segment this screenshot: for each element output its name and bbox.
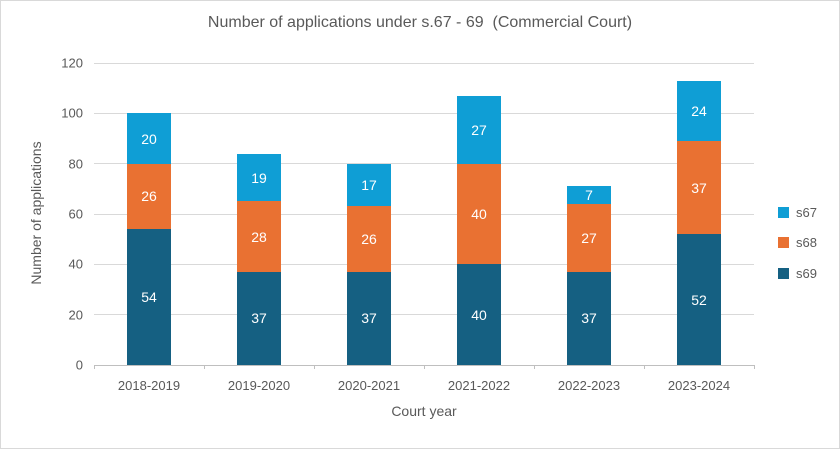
data-label: 19 (251, 169, 267, 186)
gridline (94, 263, 754, 265)
x-axis-tick (94, 365, 95, 369)
data-label: 40 (471, 206, 487, 222)
bar-segment-s67 (127, 113, 171, 164)
bar-segment-s69 (347, 271, 391, 365)
y-tick-label: 80 (68, 156, 83, 172)
x-tick-label: 2021-2022 (447, 378, 511, 393)
legend-marker-icon (778, 237, 789, 248)
bar-segment-s67 (347, 163, 391, 207)
bar-segment-s68 (237, 201, 281, 272)
data-label: 40 (471, 306, 487, 323)
x-tick-label: 2018-2019 (117, 378, 181, 393)
x-axis-tick (314, 365, 315, 369)
bar-segment-s67 (457, 95, 501, 164)
bar-segment-s67 (677, 80, 721, 141)
x-axis-title: Court year (391, 403, 457, 419)
data-label: 7 (585, 187, 593, 204)
legend-item-s69: s69 (778, 263, 817, 283)
y-tick-label: 120 (61, 55, 83, 71)
data-label: 27 (581, 229, 597, 246)
bar-segment-s69 (677, 234, 721, 365)
data-label: 24 (691, 102, 707, 119)
y-tick-label: 100 (61, 105, 83, 121)
bar-segment-s68 (457, 163, 501, 265)
legend-item-s67: s67 (778, 202, 817, 222)
x-axis-tick (754, 365, 755, 369)
legend-label: s68 (796, 235, 817, 250)
data-label: 37 (361, 310, 377, 327)
bar-segment-s68 (127, 163, 171, 230)
data-label: 28 (251, 228, 267, 245)
bar-segment-s69 (237, 271, 281, 365)
legend-marker-icon (778, 206, 789, 218)
bar-segment-s68 (677, 141, 721, 235)
bar-segment-s67 (237, 153, 281, 202)
x-axis-tick (204, 365, 205, 369)
bar-segment-s67 (567, 186, 611, 204)
gridline (94, 112, 754, 114)
data-label: 54 (141, 289, 157, 306)
y-tick-label: 40 (68, 256, 83, 272)
y-tick-label: 60 (68, 206, 83, 222)
bar-segment-s69 (457, 264, 501, 365)
gridline (94, 62, 754, 64)
gridline (94, 314, 754, 316)
data-label: 27 (471, 121, 487, 138)
legend-label: s67 (796, 204, 817, 220)
bar-segment-s69 (567, 271, 611, 365)
data-label: 17 (361, 177, 377, 194)
bar-segment-s69 (127, 229, 171, 365)
gridline (94, 213, 754, 215)
bar-segment-s68 (567, 203, 611, 272)
x-tick-label: 2020-2021 (337, 378, 401, 393)
legend-marker-icon (778, 267, 789, 279)
y-tick-label: 0 (75, 357, 83, 373)
x-axis-tick (644, 365, 645, 369)
x-tick-label: 2019-2020 (227, 378, 291, 393)
x-tick-label: 2022-2023 (557, 378, 621, 393)
data-label: 26 (361, 231, 377, 248)
x-axis-tick (424, 365, 425, 369)
data-label: 26 (141, 188, 157, 205)
data-label: 20 (141, 130, 157, 147)
legend-item-s68: s68 (778, 233, 817, 253)
gridline (94, 163, 754, 165)
legend-label: s69 (796, 265, 817, 281)
x-tick-label: 2023-2024 (667, 378, 731, 393)
data-label: 37 (691, 179, 707, 196)
y-tick-label: 20 (68, 307, 83, 323)
data-label: 37 (251, 310, 267, 327)
data-label: 37 (581, 310, 597, 327)
x-axis-tick (534, 365, 535, 369)
data-label: 52 (691, 291, 707, 308)
chart-title: Number of applications under s.67 - 69 (… (207, 14, 633, 31)
bar-segment-s68 (347, 206, 391, 272)
